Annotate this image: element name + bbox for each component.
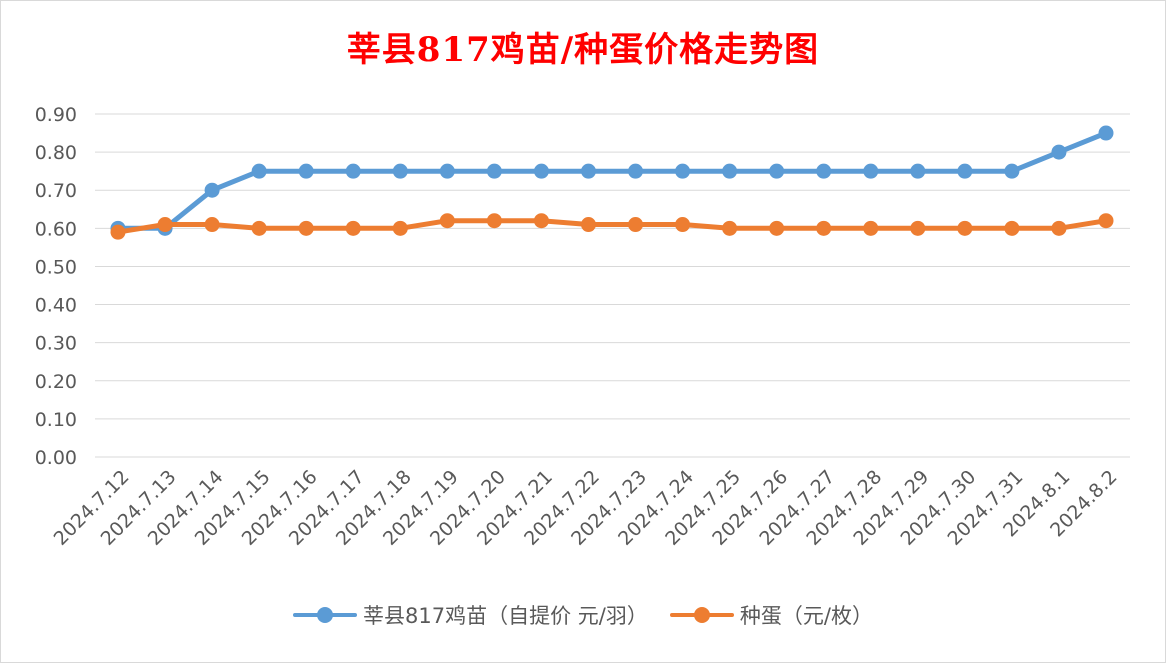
data-point xyxy=(1098,213,1114,229)
data-point xyxy=(1004,163,1020,179)
data-point xyxy=(769,220,785,236)
data-point xyxy=(816,163,832,179)
data-point xyxy=(392,220,408,236)
data-point xyxy=(675,217,691,233)
y-tick-label: 0.30 xyxy=(35,333,77,355)
y-tick-label: 0.40 xyxy=(35,295,77,317)
data-point xyxy=(486,213,502,229)
data-point xyxy=(1051,220,1067,236)
y-tick-label: 0.10 xyxy=(35,409,77,431)
data-point xyxy=(345,220,361,236)
y-tick-label: 0.70 xyxy=(35,180,77,202)
y-tick-label: 0.50 xyxy=(35,256,77,278)
data-point xyxy=(533,163,549,179)
data-point xyxy=(580,217,596,233)
data-point xyxy=(910,220,926,236)
data-point xyxy=(251,163,267,179)
series-line-0 xyxy=(115,130,1109,231)
y-tick-label: 0.90 xyxy=(35,104,77,126)
legend-item-chick: 莘县817鸡苗（自提价 元/羽） xyxy=(293,600,648,630)
legend-label-egg: 种蛋（元/枚） xyxy=(739,604,873,628)
data-point xyxy=(957,220,973,236)
data-point xyxy=(628,217,644,233)
data-point xyxy=(110,224,126,240)
data-point xyxy=(628,163,644,179)
data-point xyxy=(298,220,314,236)
data-point xyxy=(345,163,361,179)
data-point xyxy=(580,163,596,179)
data-point xyxy=(1004,220,1020,236)
data-point xyxy=(533,213,549,229)
y-tick-label: 0.20 xyxy=(35,371,77,393)
data-point xyxy=(157,217,173,233)
data-point xyxy=(298,163,314,179)
data-point xyxy=(1051,144,1067,160)
data-point xyxy=(1098,125,1114,141)
data-point xyxy=(204,217,220,233)
data-point xyxy=(439,163,455,179)
legend-label-chick: 莘县817鸡苗（自提价 元/羽） xyxy=(363,604,648,628)
data-point xyxy=(910,163,926,179)
data-point xyxy=(957,163,973,179)
series-line-1 xyxy=(115,218,1109,235)
data-point xyxy=(392,163,408,179)
data-point xyxy=(816,220,832,236)
data-point xyxy=(439,213,455,229)
legend-marker-chick xyxy=(293,604,358,626)
y-tick-label: 0.80 xyxy=(35,142,77,164)
y-tick-label: 0.60 xyxy=(35,218,77,240)
data-point xyxy=(769,163,785,179)
data-point xyxy=(251,220,267,236)
data-point xyxy=(486,163,502,179)
chart-legend: 莘县817鸡苗（自提价 元/羽） 种蛋（元/枚） xyxy=(0,600,1166,630)
y-tick-label: 0.00 xyxy=(35,447,77,469)
data-point xyxy=(204,182,220,198)
legend-marker-egg xyxy=(669,604,734,626)
data-point xyxy=(722,163,738,179)
data-point xyxy=(722,220,738,236)
data-point xyxy=(863,163,879,179)
chart-title: 莘县817鸡苗/种蛋价格走势图 xyxy=(346,30,820,70)
data-point xyxy=(863,220,879,236)
legend-item-egg: 种蛋（元/枚） xyxy=(669,600,873,630)
data-point xyxy=(675,163,691,179)
